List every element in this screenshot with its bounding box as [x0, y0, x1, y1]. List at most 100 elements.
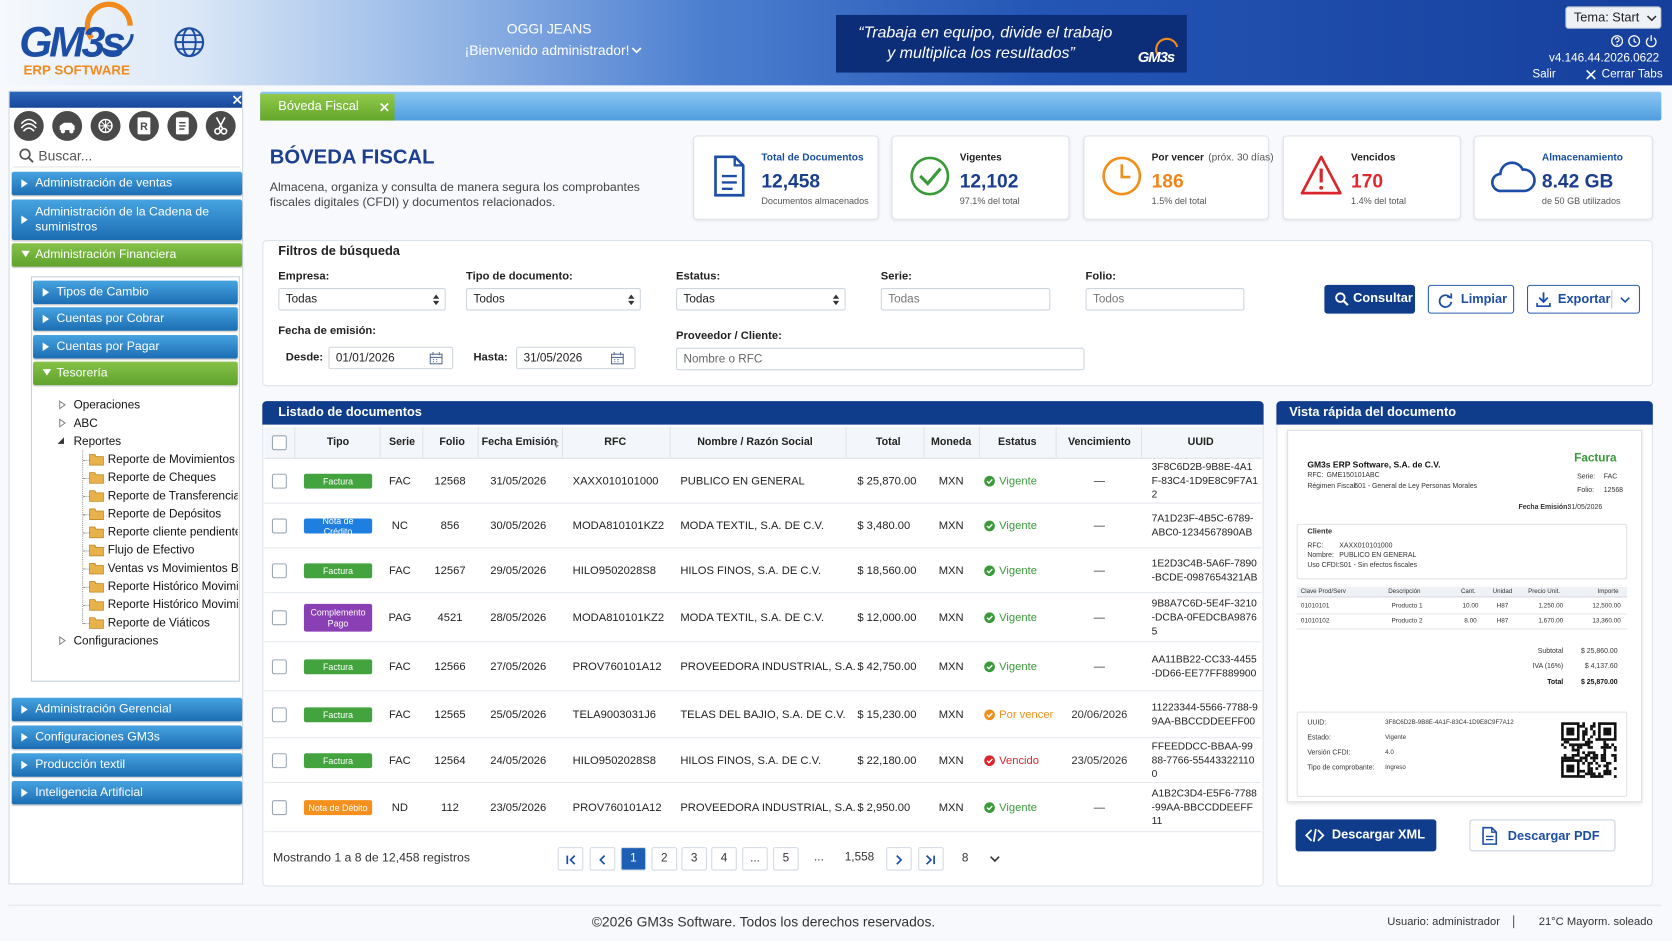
icon-shape — [984, 755, 995, 767]
welcome-text[interactable]: ¡Bienvenido administrador! — [464, 42, 630, 59]
menu-item[interactable]: Administración Gerencial — [11, 697, 243, 722]
icon-shape — [1590, 756, 1593, 760]
status-icon — [984, 565, 995, 577]
page-button[interactable]: ... — [806, 847, 832, 871]
menu-item[interactable]: Configuraciones GM3s — [11, 725, 243, 749]
column-header[interactable]: Fecha Emisión — [481, 436, 557, 449]
report-item[interactable]: Reporte de Movimientos — [107, 453, 235, 467]
status-label: Por vencer — [999, 708, 1054, 722]
limpiar-button[interactable]: Limpiar — [1427, 284, 1515, 314]
cell: — — [1093, 519, 1105, 533]
submenu-item[interactable]: Cuentas por Pagar — [33, 335, 238, 359]
report-item[interactable]: Reporte de Cheques — [107, 471, 216, 485]
cell: — — [1093, 611, 1105, 625]
page-button[interactable]: ... — [742, 847, 768, 871]
menu-item[interactable]: Administración de la Cadena de suministr… — [11, 199, 243, 241]
text-input[interactable]: Nombre o RFC — [676, 347, 1085, 371]
checkbox[interactable] — [271, 753, 287, 769]
column-header[interactable]: Serie — [388, 436, 416, 449]
report-item[interactable]: Reporte de Viáticos — [107, 616, 210, 630]
tree-item[interactable]: Reportes — [73, 435, 122, 449]
checkbox[interactable] — [271, 563, 287, 579]
column-divider — [978, 426, 980, 459]
footer-weather: 21°C Mayorm. soleado — [1538, 915, 1653, 929]
page-button[interactable] — [589, 847, 616, 871]
consultar-button[interactable]: Consultar — [1324, 284, 1416, 314]
field-input[interactable]: Todas — [278, 288, 446, 311]
page-button[interactable]: 2 — [651, 847, 678, 871]
field-input[interactable]: Todas — [676, 288, 846, 311]
report-item[interactable]: Flujo de Efectivo — [107, 544, 195, 557]
theme-select[interactable]: Tema: Start — [1565, 6, 1662, 29]
icon-shape — [1582, 769, 1585, 773]
menu-item[interactable]: Administración de ventas — [11, 171, 243, 196]
field-input[interactable]: Todas — [880, 288, 1051, 311]
menu-item-active[interactable]: Administración Financiera — [11, 243, 243, 267]
tree-item[interactable]: Configuraciones — [73, 634, 159, 648]
column-header[interactable]: Estatus — [998, 436, 1037, 449]
column-header[interactable]: Vencimiento — [1067, 436, 1131, 449]
report-item[interactable]: Reporte Histórico Movimi — [107, 598, 238, 612]
page-button[interactable]: 1,558 — [845, 847, 874, 871]
download-xml-button[interactable]: Descargar XML — [1295, 819, 1437, 852]
column-header[interactable]: UUID — [1187, 436, 1214, 449]
page-size-select[interactable]: 8 — [954, 847, 1004, 871]
page-button[interactable] — [557, 847, 584, 871]
icon-shape — [1592, 756, 1596, 760]
date-input[interactable]: 31/05/2026 — [516, 346, 636, 370]
checkbox[interactable] — [271, 800, 287, 816]
page-button[interactable]: 3 — [681, 847, 707, 871]
field-input[interactable]: Todos — [1085, 288, 1245, 311]
icon-shape — [1491, 827, 1497, 833]
report-item[interactable]: Reporte Histórico Movimi — [107, 580, 238, 594]
field-input[interactable]: Todos — [465, 288, 641, 311]
report-item[interactable]: Reporte de Depósitos — [107, 507, 222, 521]
page-button[interactable]: 1 — [620, 847, 647, 871]
column-header[interactable]: RFC — [604, 436, 627, 449]
menu-item[interactable]: Producción textil — [11, 753, 243, 777]
column-header[interactable]: Total — [875, 436, 901, 449]
report-item[interactable]: Ventas vs Movimientos BI — [107, 562, 238, 576]
date-input[interactable]: 01/01/2026 — [328, 346, 454, 370]
submenu-item[interactable]: Cuentas por Cobrar — [33, 307, 238, 331]
checkbox[interactable] — [271, 435, 287, 451]
checkbox[interactable] — [271, 518, 287, 534]
page-button[interactable]: 5 — [773, 847, 799, 871]
checkbox[interactable] — [271, 659, 287, 675]
download-pdf-button[interactable]: Descargar PDF — [1469, 819, 1616, 852]
icon-shape — [1587, 769, 1591, 773]
search-box[interactable] — [12, 146, 240, 168]
menu-item[interactable]: Inteligencia Artificial — [11, 780, 243, 805]
cell: $ 22,180.00 — [857, 754, 917, 768]
icon-shape — [1582, 732, 1585, 736]
report-item[interactable]: Reporte cliente pendiente — [107, 525, 238, 539]
submenu-item-active[interactable]: Tesorería — [33, 361, 238, 386]
stat-card: Vigentes 12,102 97.1% del total — [891, 135, 1070, 220]
column-header[interactable]: Moneda — [931, 436, 972, 449]
report-item[interactable]: Reporte de Transferencia — [107, 489, 238, 503]
checkbox[interactable] — [271, 707, 287, 723]
menu-label: Administración de la Cadena de suministr… — [35, 205, 210, 234]
checkbox[interactable] — [271, 610, 287, 626]
icon-shape — [1603, 753, 1607, 757]
logout-link[interactable]: Salir — [1532, 67, 1556, 81]
tab[interactable]: Bóveda Fiscal — [260, 93, 395, 121]
icon-shape — [1582, 724, 1585, 728]
page-button[interactable] — [918, 847, 944, 871]
page-button[interactable] — [886, 847, 912, 871]
exportar-button[interactable]: Exportar — [1526, 284, 1641, 314]
submenu-item[interactable]: Tipos de Cambio — [33, 280, 238, 305]
cell: 30/05/2026 — [490, 519, 547, 533]
column-header[interactable]: Nombre / Razón Social — [697, 436, 813, 449]
column-header[interactable]: Tipo — [326, 436, 350, 449]
page-button[interactable]: 4 — [711, 847, 737, 871]
tree-item[interactable]: Operaciones — [73, 399, 141, 412]
column-header[interactable]: Folio — [439, 436, 465, 449]
cell: 28/05/2026 — [490, 611, 547, 625]
close-tabs-link[interactable]: Cerrar Tabs — [1601, 67, 1663, 81]
checkbox[interactable] — [271, 473, 287, 489]
tree-item[interactable]: ABC — [73, 417, 98, 430]
icon-shape — [1587, 746, 1591, 749]
invoice-text: Nombre: — [1307, 551, 1334, 560]
page-arrow — [566, 855, 576, 865]
